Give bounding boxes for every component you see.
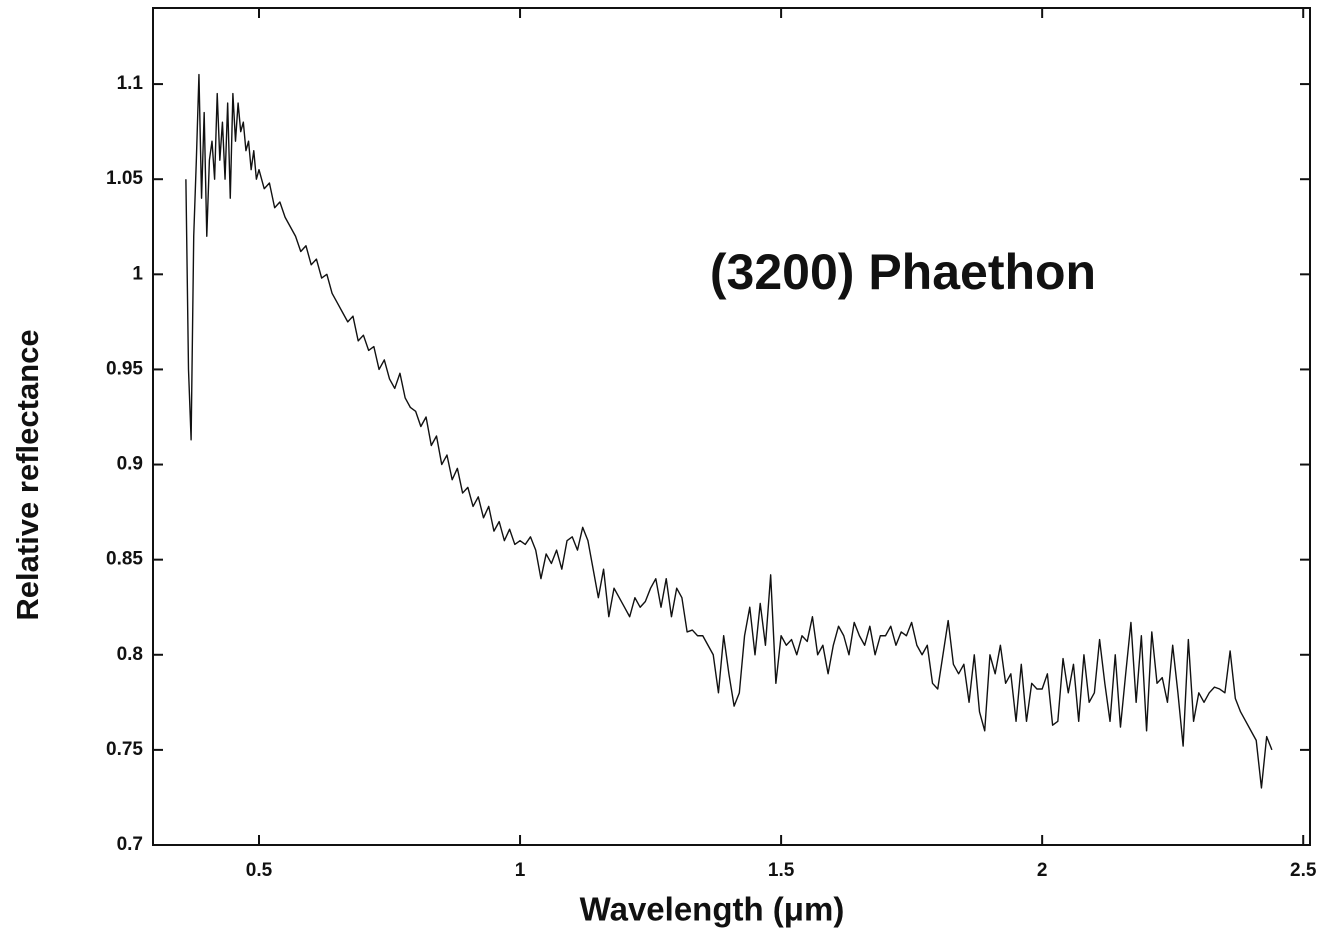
y-tick-label: 1.05	[106, 168, 143, 189]
x-tick-label: 1.5	[768, 860, 795, 881]
y-tick-label: 1	[132, 263, 143, 284]
spectrum-line	[185, 73, 1273, 789]
y-axis-title: Relative reflectance	[10, 329, 45, 620]
y-tick-label: 0.9	[117, 454, 143, 475]
plot-frame	[152, 7, 1311, 846]
y-tick-label: 0.75	[106, 739, 143, 760]
y-tick-label: 0.95	[106, 358, 143, 379]
y-tick-label: 1.1	[117, 73, 144, 94]
y-tick-label: 0.85	[106, 549, 143, 570]
x-tick-label: 0.5	[246, 860, 273, 881]
annotation: (3200) Phaethon	[710, 244, 1096, 300]
y-tick-label: 0.8	[117, 644, 143, 665]
x-tick-label: 2	[1037, 860, 1048, 881]
x-axis-title: Wavelength (μm)	[580, 891, 845, 928]
y-tick-label: 0.7	[117, 834, 143, 855]
x-tick-label: 2.5	[1290, 860, 1317, 881]
x-tick-label: 1	[515, 860, 526, 881]
